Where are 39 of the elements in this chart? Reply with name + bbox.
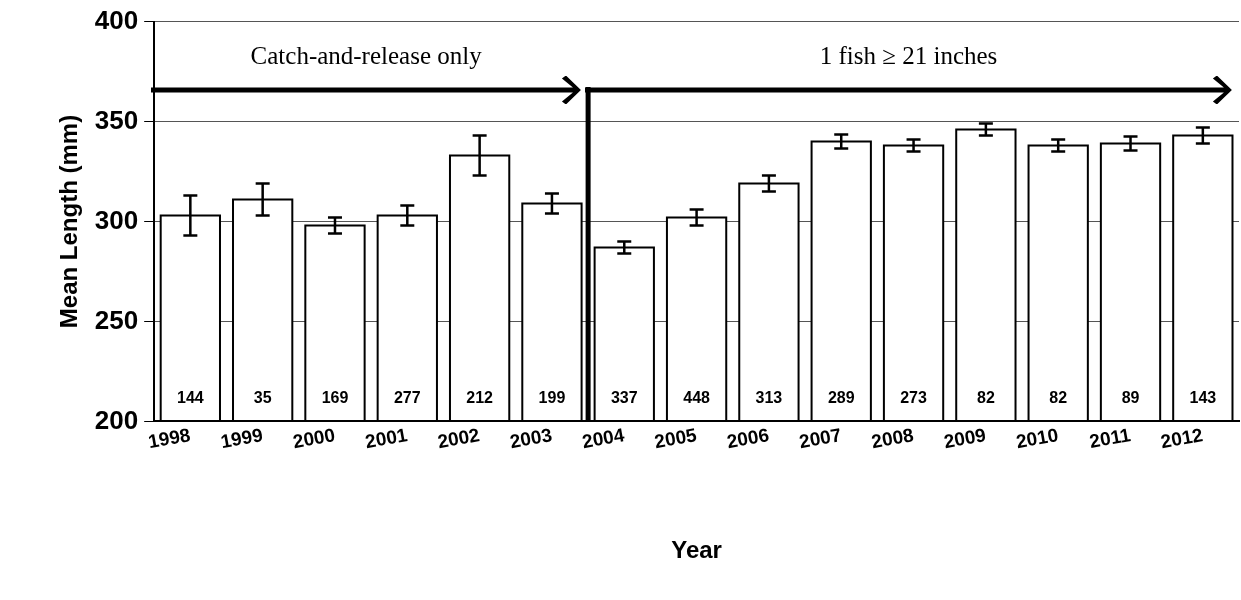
y-axis-title: Mean Length (mm) — [55, 114, 83, 329]
x-axis-title: Year — [671, 536, 722, 564]
annotation: 35 — [253, 388, 272, 406]
x-tick-label: 2010 — [1014, 424, 1060, 453]
annotation: Catch-and-release only — [249, 41, 483, 70]
x-tick-label: 2009 — [942, 424, 988, 453]
x-tick-label: 2011 — [1087, 423, 1133, 452]
y-tick-label: 250 — [94, 304, 139, 335]
x-tick-label: 2008 — [869, 424, 916, 453]
x-tick-label: 2006 — [725, 424, 771, 453]
annotation: 199 — [538, 388, 566, 406]
y-tick-label: 200 — [94, 404, 139, 435]
annotation: 169 — [321, 388, 349, 406]
x-tick-label: 2007 — [797, 424, 843, 453]
annotation: 313 — [755, 388, 783, 406]
y-tick-label: 300 — [94, 204, 139, 235]
x-tick-label: 2000 — [291, 424, 337, 453]
x-tick-label: 2004 — [580, 423, 627, 453]
x-tick-label: 2002 — [435, 424, 482, 453]
annotation: 289 — [827, 388, 855, 406]
x-tick-label: 2001 — [363, 423, 410, 453]
x-tick-label: 2003 — [508, 424, 554, 453]
x-tick-label: 2005 — [652, 423, 699, 453]
annotation: 273 — [900, 388, 927, 406]
annotation: 82 — [976, 388, 995, 406]
annotation: 337 — [610, 388, 638, 406]
annotation: 144 — [176, 388, 204, 406]
x-tick-label: 2012 — [1159, 424, 1205, 453]
x-tick-label: 1999 — [218, 424, 265, 453]
y-tick-label: 400 — [94, 4, 139, 35]
annotation: 212 — [466, 388, 494, 406]
annotation: 89 — [1121, 388, 1140, 406]
annotation: 143 — [1189, 388, 1217, 406]
annotation: 277 — [393, 388, 421, 406]
x-tick-label: 1998 — [146, 424, 192, 453]
annotation: 1 fish ≥ 21 inches — [818, 41, 999, 70]
y-tick-label: 350 — [94, 104, 139, 135]
annotation: 448 — [683, 388, 711, 406]
annotation: 82 — [1049, 388, 1068, 406]
